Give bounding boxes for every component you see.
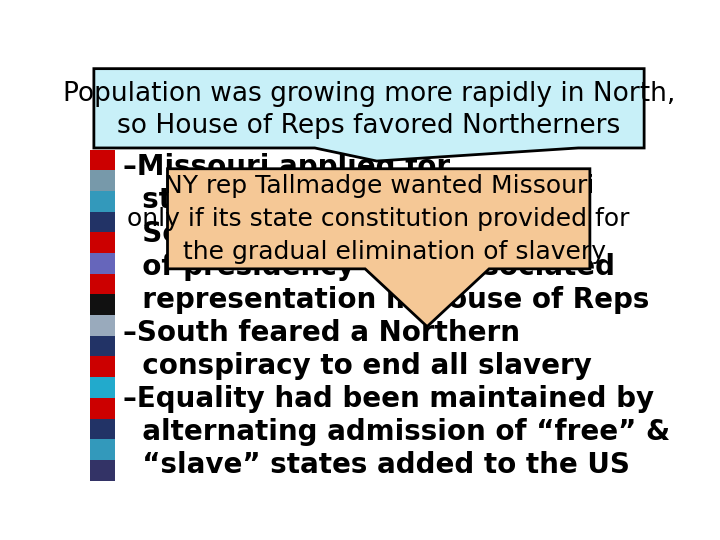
Bar [90, 460, 114, 481]
Bar [90, 336, 114, 356]
Bar [90, 294, 114, 315]
Bar [90, 191, 114, 212]
Text: so House of Reps favored Northerners: so House of Reps favored Northerners [117, 113, 621, 139]
Text: the gradual elimination of slavery: the gradual elimination of slavery [151, 240, 606, 264]
Polygon shape [94, 69, 644, 161]
Bar [90, 356, 114, 377]
Text: representation in House of Reps: representation in House of Reps [122, 286, 649, 314]
Text: conspiracy to end all slavery: conspiracy to end all slavery [122, 352, 591, 380]
Text: “slave” states added to the US: “slave” states added to the US [122, 451, 629, 480]
Polygon shape [168, 168, 590, 327]
Text: statehood as a slave state &: statehood as a slave state & [122, 186, 589, 214]
Bar [90, 377, 114, 398]
Text: Population was growing more rapidly in North,: Population was growing more rapidly in N… [63, 81, 675, 107]
Text: alternating admission of “free” &: alternating admission of “free” & [122, 418, 670, 446]
Bar [90, 232, 114, 253]
Text: only if its state constitution provided for: only if its state constitution provided … [127, 207, 630, 231]
Text: South wanted equality: South wanted equality [122, 220, 497, 247]
Bar [90, 253, 114, 274]
Bar [90, 398, 114, 419]
Text: –Equality had been maintained by: –Equality had been maintained by [122, 385, 654, 413]
Bar [90, 274, 114, 294]
Bar [90, 418, 114, 439]
Text: –Missouri applied for: –Missouri applied for [122, 153, 450, 181]
Bar [90, 150, 114, 170]
Bar [90, 439, 114, 460]
Bar [90, 170, 114, 191]
Text: –South feared a Northern: –South feared a Northern [122, 319, 520, 347]
Bar [90, 212, 114, 232]
Bar [90, 315, 114, 336]
Text: of presidency & its associated: of presidency & its associated [122, 253, 615, 281]
Text: NY rep Tallmadge wanted Missouri: NY rep Tallmadge wanted Missouri [163, 174, 594, 198]
